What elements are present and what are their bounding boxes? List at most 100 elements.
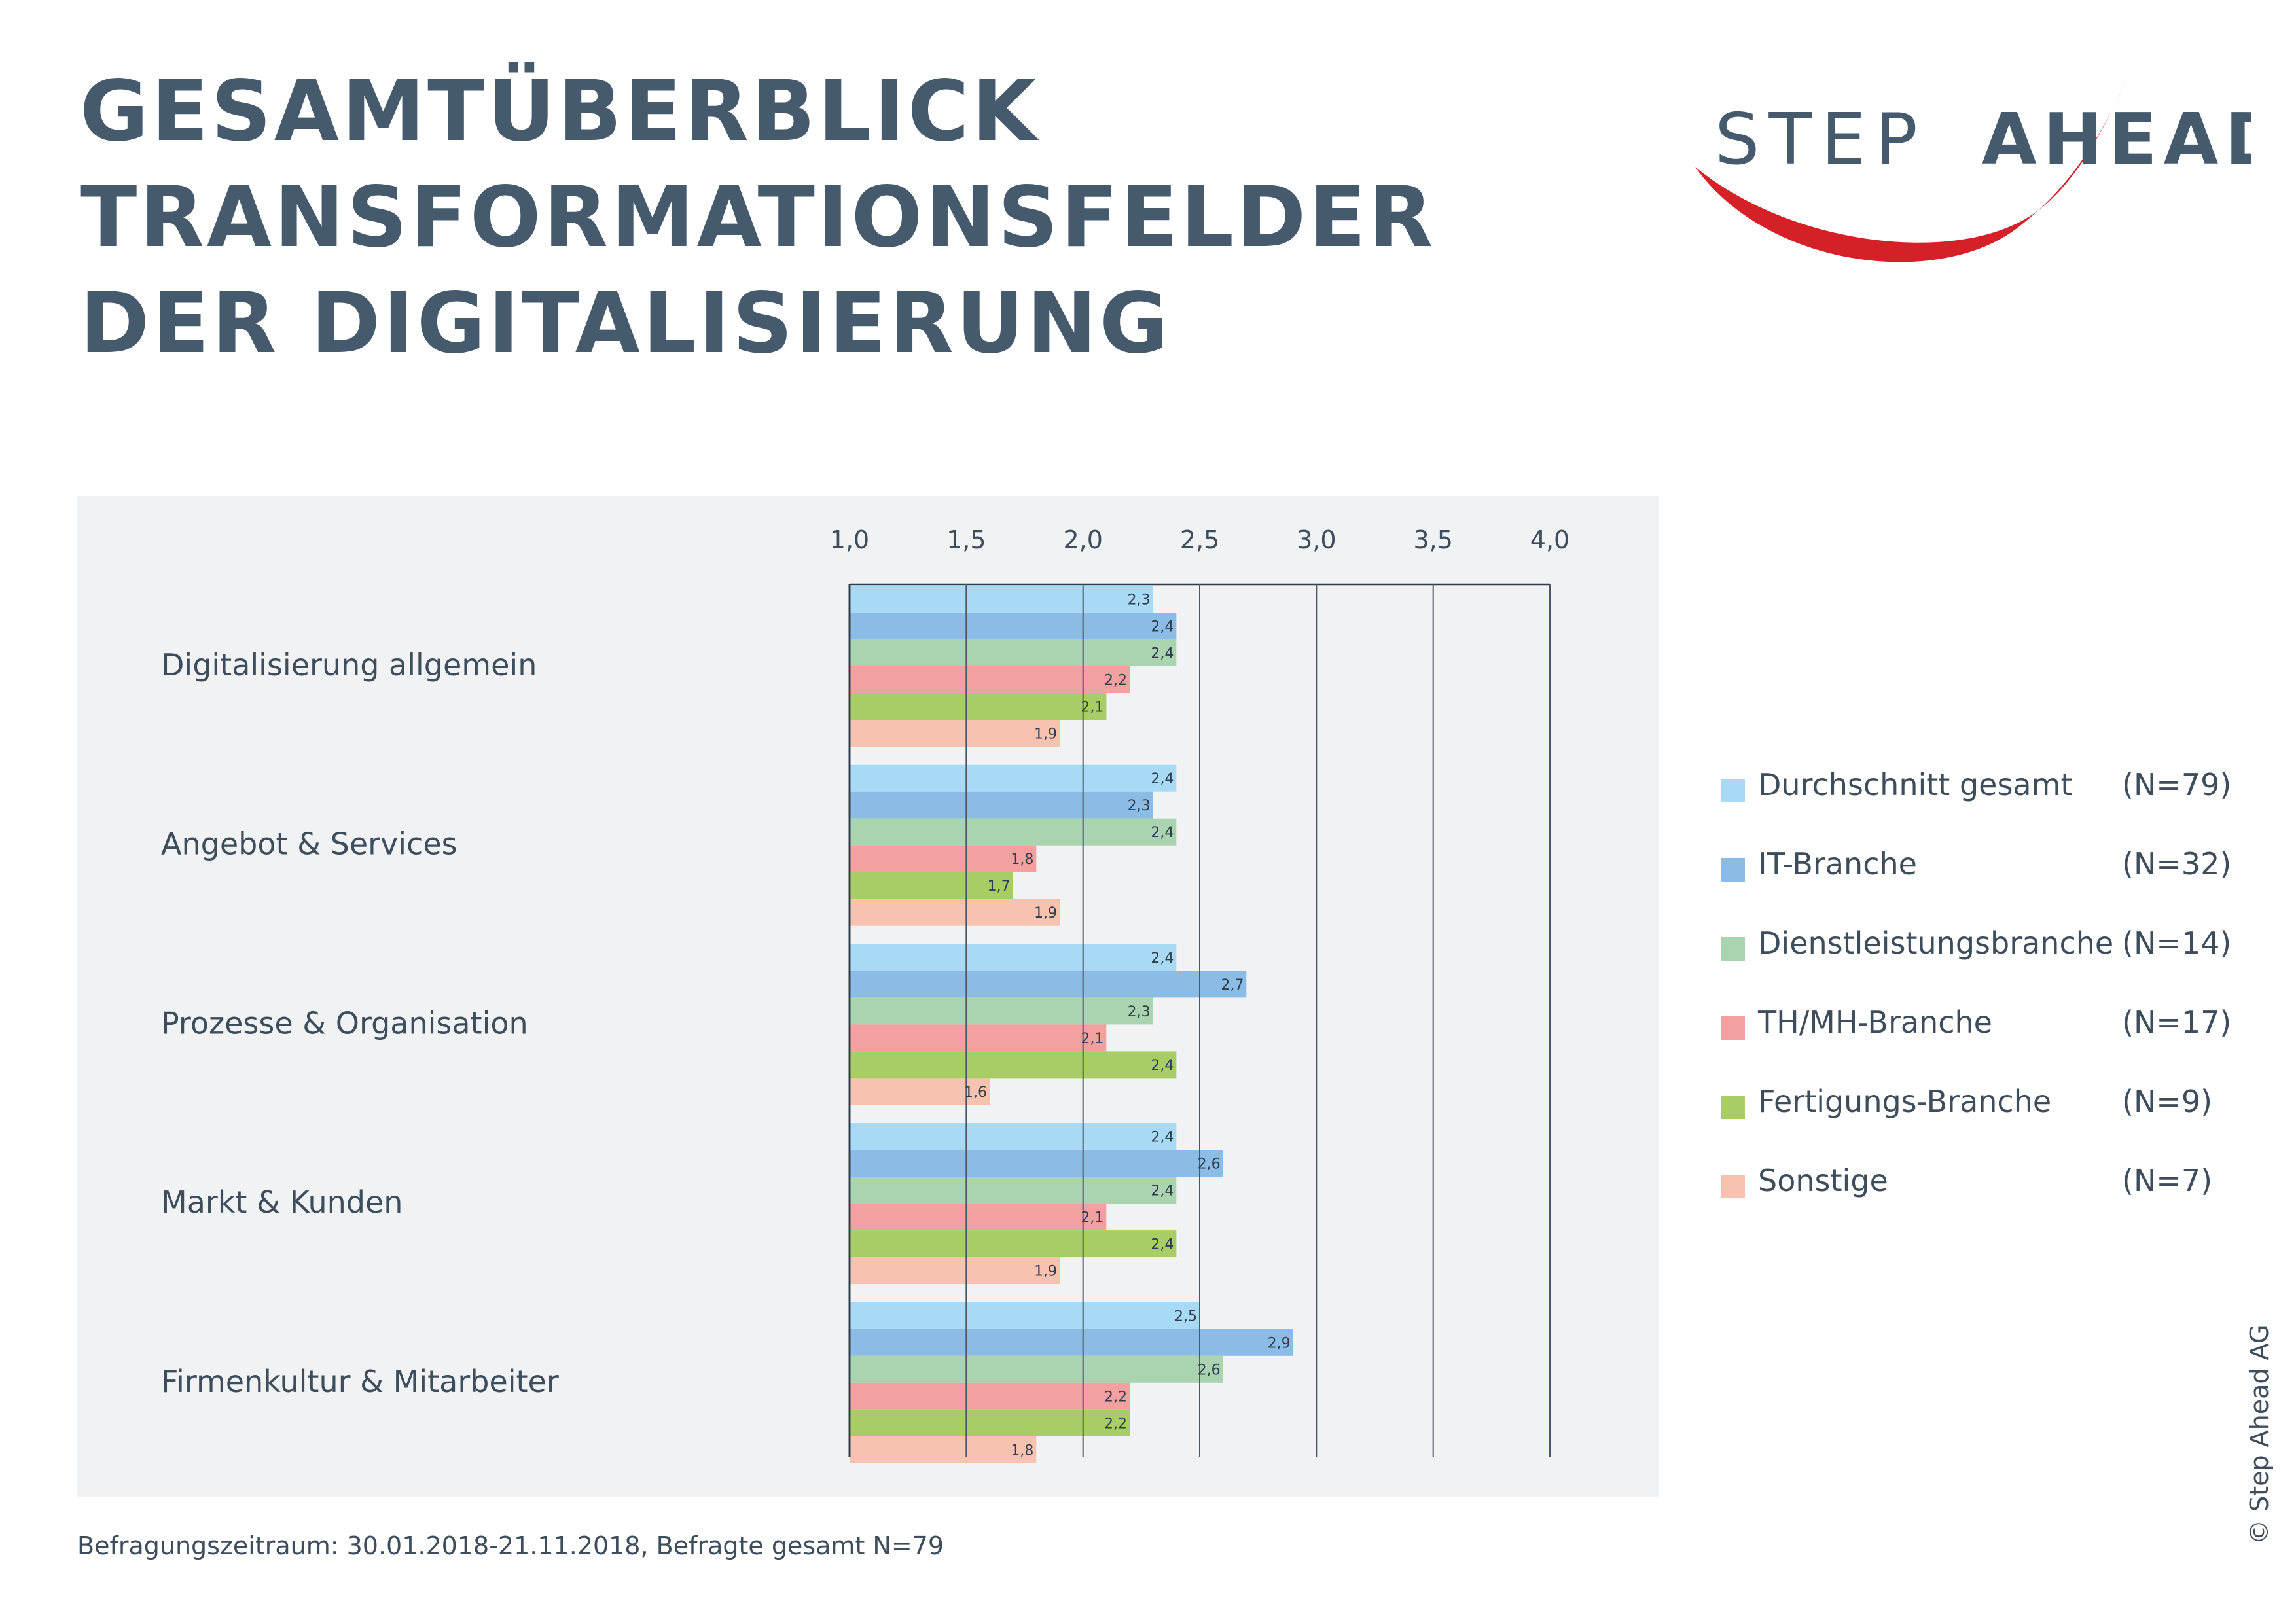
bar-1-6 <box>850 720 1060 747</box>
copyright: © Step Ahead AG <box>2245 1324 2274 1544</box>
bar-value-label: 2,9 <box>1268 1335 1291 1351</box>
bar-4-3 <box>850 1177 1177 1204</box>
category-label: Markt & Kunden <box>161 1185 403 1220</box>
bar-1-4 <box>850 666 1130 693</box>
bar-value-label: 2,6 <box>1198 1156 1221 1173</box>
bar-value-label: 2,4 <box>1151 950 1174 967</box>
x-tick-label: 2,5 <box>1180 526 1219 554</box>
bar-3-2 <box>850 971 1247 998</box>
bar-value-label: 2,4 <box>1151 1237 1174 1253</box>
bar-value-label: 2,1 <box>1081 700 1103 716</box>
legend-series-name: TH/MH-Branche <box>1758 1005 1992 1040</box>
title-line-3: DER DIGITALISIERUNG <box>80 275 1171 372</box>
bar-1-3 <box>850 639 1177 666</box>
bar-5-1 <box>850 1302 1200 1329</box>
legend-item: Fertigungs-Branche (N=9) <box>1721 1069 2232 1149</box>
step-ahead-logo: STEP AHEAD <box>1695 79 2251 262</box>
x-tick-label: 3,5 <box>1413 526 1452 554</box>
bar-value-label: 1,6 <box>964 1084 987 1101</box>
bar-3-5 <box>850 1051 1177 1079</box>
bar-value-label: 2,4 <box>1151 825 1174 841</box>
bar-value-label: 2,4 <box>1151 619 1174 635</box>
bar-2-5 <box>850 872 1013 899</box>
bar-1-2 <box>850 613 1177 639</box>
bar-value-label: 1,8 <box>1011 1442 1033 1459</box>
logo-word-ahead: AHEAD <box>1982 99 2251 181</box>
bar-1-5 <box>850 693 1107 720</box>
bar-4-5 <box>850 1230 1177 1258</box>
bar-value-label: 2,2 <box>1104 1389 1127 1405</box>
category-label: Angebot & Services <box>161 827 457 862</box>
bar-2-1 <box>850 764 1177 792</box>
bar-5-3 <box>850 1355 1223 1383</box>
legend-swatch <box>1721 779 1745 802</box>
bar-value-label: 2,5 <box>1174 1308 1197 1325</box>
legend-sample-size: (N=14) <box>2122 925 2232 961</box>
bar-2-6 <box>850 899 1060 926</box>
bar-value-label: 2,4 <box>1151 646 1174 662</box>
bar-value-label: 2,3 <box>1128 798 1151 814</box>
category-label: Firmenkultur & Mitarbeiter <box>161 1364 559 1399</box>
page-title: GESAMTÜBERBLICK TRANSFORMATIONSFELDER DE… <box>80 59 1435 377</box>
legend-sample-size: (N=79) <box>2122 767 2232 802</box>
bar-1-1 <box>850 586 1153 613</box>
legend-series-name: Sonstige <box>1758 1163 1888 1198</box>
bar-value-label: 2,4 <box>1151 1058 1174 1074</box>
bar-value-label: 2,4 <box>1151 1130 1174 1146</box>
bar-4-1 <box>850 1123 1177 1150</box>
bar-5-4 <box>850 1382 1130 1410</box>
logo-word-step: STEP <box>1715 99 1927 181</box>
bar-value-label: 2,2 <box>1104 1416 1127 1432</box>
footnote: Befragungszeitraum: 30.01.2018-21.11.201… <box>77 1531 944 1560</box>
bar-value-label: 2,7 <box>1221 977 1244 993</box>
legend-series-name: IT-Branche <box>1758 846 1917 882</box>
legend-item: Durchschnitt gesamt (N=79) <box>1721 753 2232 832</box>
bar-value-label: 1,7 <box>988 878 1011 895</box>
bar-chart: 1,0 1,5 2,0 2,5 3,0 3,5 4,0 2,32,42,42,22,11,9… <box>161 526 1570 1463</box>
legend-sample-size: (N=7) <box>2122 1163 2213 1198</box>
legend-series-name: Dienstleistungsbranche <box>1758 925 2114 961</box>
legend-item: TH/MH-Branche (N=17) <box>1721 990 2232 1069</box>
legend-sample-size: (N=9) <box>2122 1084 2213 1119</box>
bar-4-6 <box>850 1257 1060 1285</box>
bar-value-label: 1,9 <box>1034 726 1057 743</box>
legend-item: Sonstige (N=7) <box>1721 1149 2232 1228</box>
legend-item: Dienstleistungsbranche (N=14) <box>1721 911 2232 990</box>
legend-swatch <box>1721 1096 1745 1119</box>
bar-value-label: 2,3 <box>1128 1004 1151 1020</box>
bar-3-1 <box>850 944 1177 971</box>
bar-2-2 <box>850 791 1153 819</box>
x-tick-label: 4,0 <box>1530 526 1570 554</box>
bar-value-label: 2,6 <box>1198 1362 1221 1378</box>
category-label: Digitalisierung allgemein <box>161 647 537 683</box>
bar-value-label: 2,1 <box>1081 1031 1103 1047</box>
bar-value-label: 2,4 <box>1151 771 1174 787</box>
legend-swatch <box>1721 858 1745 882</box>
bar-5-5 <box>850 1409 1130 1436</box>
bar-value-label: 2,1 <box>1081 1210 1103 1226</box>
bar-4-4 <box>850 1204 1107 1231</box>
legend-series-name: Durchschnitt gesamt <box>1758 767 2073 802</box>
title-line-2: TRANSFORMATIONSFELDER <box>80 169 1436 266</box>
bar-4-2 <box>850 1150 1223 1177</box>
bar-3-4 <box>850 1024 1107 1052</box>
bar-3-3 <box>850 997 1153 1025</box>
legend: Durchschnitt gesamt (N=79) IT-Branche (N=32… <box>1721 753 2232 1228</box>
legend-sample-size: (N=32) <box>2122 846 2232 882</box>
legend-series-name: Fertigungs-Branche <box>1758 1084 2052 1119</box>
legend-swatch <box>1721 1016 1745 1040</box>
x-tick-label: 2,0 <box>1063 526 1102 554</box>
x-tick-label: 1,0 <box>830 526 869 554</box>
bar-value-label: 2,3 <box>1128 592 1151 609</box>
x-tick-label: 3,0 <box>1297 526 1336 554</box>
legend-swatch <box>1721 1175 1745 1198</box>
chart-panel: 1,0 1,5 2,0 2,5 3,0 3,5 4,0 2,3 2,4 2,4 2,2 2,1 1,9… <box>77 496 1659 1497</box>
legend-item: IT-Branche (N=32) <box>1721 832 2232 911</box>
bar-5-6 <box>850 1436 1037 1463</box>
bar-value-label: 1,8 <box>1011 851 1033 868</box>
x-tick-label: 1,5 <box>946 526 986 554</box>
bar-value-label: 2,2 <box>1104 673 1127 689</box>
category-label: Prozesse & Organisation <box>161 1005 528 1041</box>
bar-value-label: 1,9 <box>1034 905 1057 921</box>
bar-value-label: 2,4 <box>1151 1183 1174 1200</box>
